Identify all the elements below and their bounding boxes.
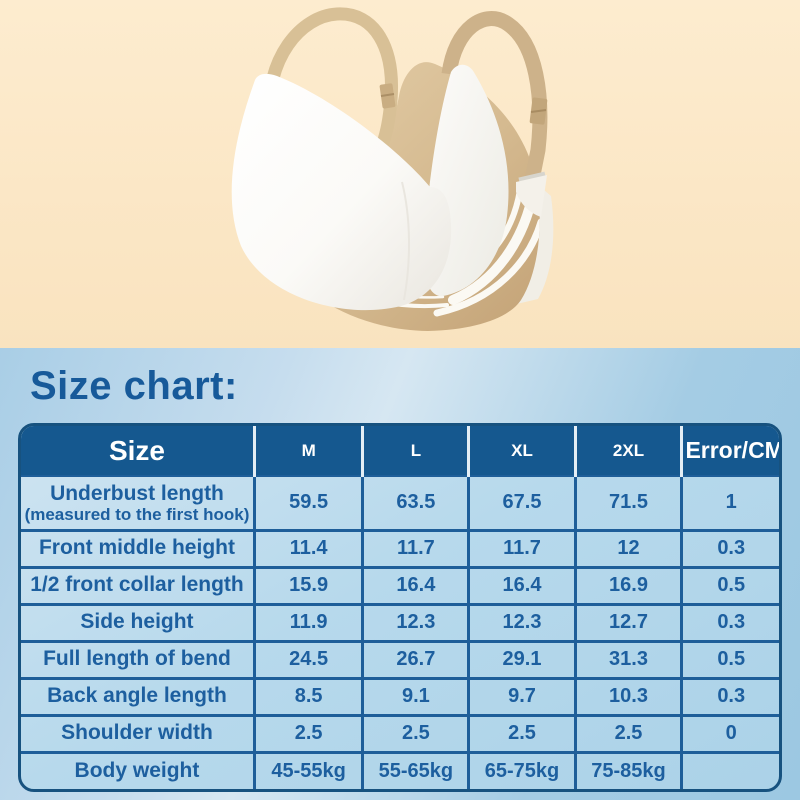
row-label-text: Side height (80, 610, 194, 634)
size-value-cell: 71.5 (573, 476, 684, 532)
size-value-cell: 15.9 (252, 565, 365, 606)
col-header-2xl: 2XL (573, 426, 682, 477)
size-value-cell: 55-65kg (361, 750, 471, 789)
size-value-cell: 0.3 (680, 602, 779, 643)
bra-strap-hook (518, 171, 546, 183)
table-row: Underbust length (measured to the first … (21, 476, 779, 532)
size-value-cell: 45-55kg (252, 750, 365, 789)
size-chart-heading: Size chart: (30, 364, 238, 408)
bra-center-seam (401, 181, 411, 301)
size-chart-table: Size M L XL 2XL Error/CM Underbust lengt… (18, 423, 782, 792)
size-value-cell: 24.5 (252, 639, 365, 680)
size-value-cell: 12 (573, 528, 684, 569)
table-row: Back angle length 8.5 9.1 9.7 10.3 0.3 (21, 676, 779, 717)
size-value-cell: 12.3 (467, 602, 577, 643)
size-value-cell: 65-75kg (467, 750, 577, 789)
row-label: 1/2 front collar length (21, 565, 256, 606)
size-value-cell: 1 (680, 476, 779, 532)
row-label-text: Underbust length (50, 481, 224, 505)
row-label: Back angle length (21, 676, 256, 717)
col-header-l: L (361, 426, 469, 477)
size-value-cell: 9.7 (467, 676, 577, 717)
table-row: 1/2 front collar length 15.9 16.4 16.4 1… (21, 565, 779, 606)
size-value-cell: 10.3 (573, 676, 684, 717)
bra-right-strap (441, 11, 548, 217)
size-value-cell: 59.5 (252, 476, 365, 532)
size-chart-section: Size chart: Size M L XL 2XL Error/CM (0, 348, 800, 800)
header-row: Size M L XL 2XL Error/CM (21, 426, 779, 477)
size-value-cell: 29.1 (467, 639, 577, 680)
size-value-cell: 63.5 (361, 476, 471, 532)
size-value-cell: 11.9 (252, 602, 365, 643)
size-value-cell: 0.5 (680, 565, 779, 606)
bra-left-cup (231, 73, 452, 311)
size-value-cell: 8.5 (252, 676, 365, 717)
table-row: Body weight 45-55kg 55-65kg 65-75kg 75-8… (21, 750, 779, 789)
bra-left-strap (262, 7, 398, 170)
row-label-text: Full length of bend (43, 647, 231, 671)
size-value-cell: 11.7 (361, 528, 471, 569)
row-label: Side height (21, 602, 256, 643)
row-label-text: Back angle length (47, 684, 227, 708)
size-value-cell: 31.3 (573, 639, 684, 680)
bra-product-photo (231, 7, 554, 332)
size-value-cell: 2.5 (467, 713, 577, 754)
size-value-cell: 11.7 (467, 528, 577, 569)
row-label-text: Front middle height (38, 536, 235, 560)
table-row: Full length of bend 24.5 26.7 29.1 31.3 … (21, 639, 779, 680)
size-value-cell: 11.4 (252, 528, 365, 569)
col-header-xl: XL (467, 426, 576, 477)
row-label: Front middle height (21, 528, 256, 569)
row-label: Body weight (21, 750, 256, 789)
size-value-cell: 26.7 (361, 639, 471, 680)
size-value-cell: 16.4 (361, 565, 471, 606)
size-value-cell: 12.3 (361, 602, 471, 643)
size-value-cell: 2.5 (573, 713, 684, 754)
row-label-text: Body weight (74, 759, 200, 783)
size-value-cell: 9.1 (361, 676, 471, 717)
table-row: Shoulder width 2.5 2.5 2.5 2.5 0 (21, 713, 779, 754)
size-value-cell: 0.5 (680, 639, 779, 680)
row-label-subtext: (measured to the first hook) (24, 504, 250, 524)
table-row: Front middle height 11.4 11.7 11.7 12 0.… (21, 528, 779, 569)
row-label-text: Shoulder width (61, 721, 213, 745)
col-header-size: Size (21, 426, 255, 477)
size-value-cell: 75-85kg (573, 750, 684, 789)
row-label: Underbust length (measured to the first … (21, 476, 256, 532)
size-value-cell: 12.7 (573, 602, 684, 643)
row-label-text: 1/2 front collar length (30, 573, 244, 597)
size-value-cell: 0.3 (680, 676, 779, 717)
size-value-cell: 16.9 (573, 565, 684, 606)
row-label: Shoulder width (21, 713, 256, 754)
size-value-cell: 0.3 (680, 528, 779, 569)
size-value-cell: 0 (680, 713, 779, 754)
bra-back-tab (516, 175, 547, 217)
size-value-cell: 2.5 (361, 713, 471, 754)
col-header-error: Error/CM (680, 426, 779, 477)
col-header-m: M (252, 426, 363, 477)
table-row: Side height 11.9 12.3 12.3 12.7 0.3 (21, 602, 779, 643)
product-photo-section (0, 0, 800, 348)
size-value-cell (680, 750, 779, 789)
row-label: Full length of bend (21, 639, 256, 680)
size-value-cell: 16.4 (467, 565, 577, 606)
size-value-cell: 2.5 (252, 713, 365, 754)
size-value-cell: 67.5 (467, 476, 577, 532)
